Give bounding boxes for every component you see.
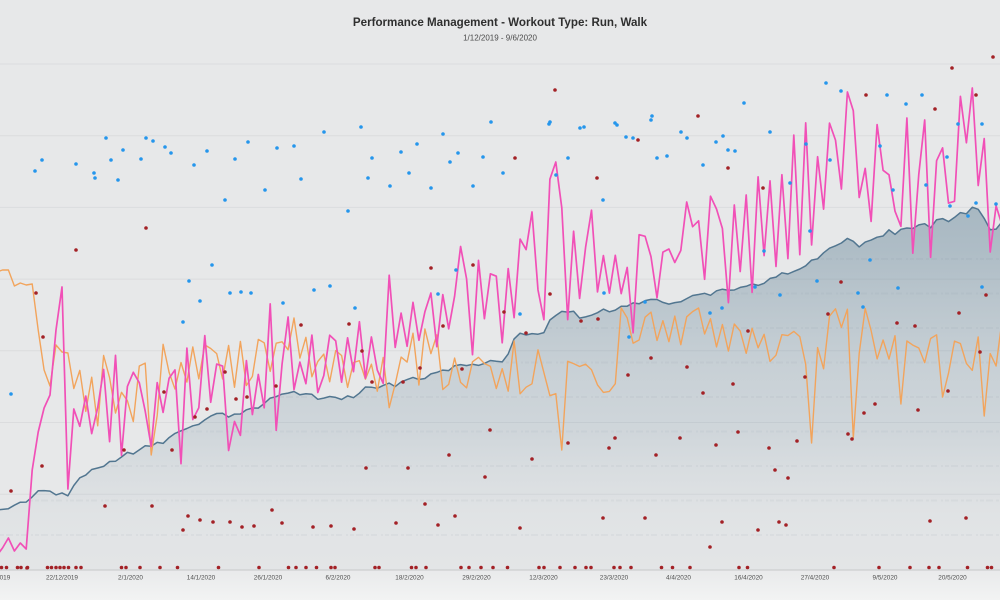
svg-text:16/4/2020: 16/4/2020 bbox=[734, 575, 763, 582]
svg-text:22/12/2019: 22/12/2019 bbox=[46, 575, 78, 582]
svg-text:6/2/2020: 6/2/2020 bbox=[326, 575, 351, 582]
svg-text:Performance Management - Worko: Performance Management - Workout Type: R… bbox=[353, 16, 648, 29]
svg-text:23/3/2020: 23/3/2020 bbox=[600, 575, 629, 582]
svg-text:20/5/2020: 20/5/2020 bbox=[938, 575, 967, 582]
svg-text:11/12/2019: 11/12/2019 bbox=[0, 575, 11, 582]
svg-text:27/4/2020: 27/4/2020 bbox=[801, 575, 830, 582]
svg-text:18/2/2020: 18/2/2020 bbox=[395, 575, 424, 582]
svg-text:9/5/2020: 9/5/2020 bbox=[873, 575, 898, 582]
svg-text:2/1/2020: 2/1/2020 bbox=[118, 575, 143, 582]
svg-text:14/1/2020: 14/1/2020 bbox=[187, 575, 216, 582]
svg-text:1/12/2019 - 9/6/2020: 1/12/2019 - 9/6/2020 bbox=[463, 34, 537, 43]
svg-text:4/4/2020: 4/4/2020 bbox=[666, 575, 691, 582]
svg-text:29/2/2020: 29/2/2020 bbox=[462, 575, 491, 582]
svg-text:26/1/2020: 26/1/2020 bbox=[254, 575, 283, 582]
svg-text:12/3/2020: 12/3/2020 bbox=[529, 575, 558, 582]
